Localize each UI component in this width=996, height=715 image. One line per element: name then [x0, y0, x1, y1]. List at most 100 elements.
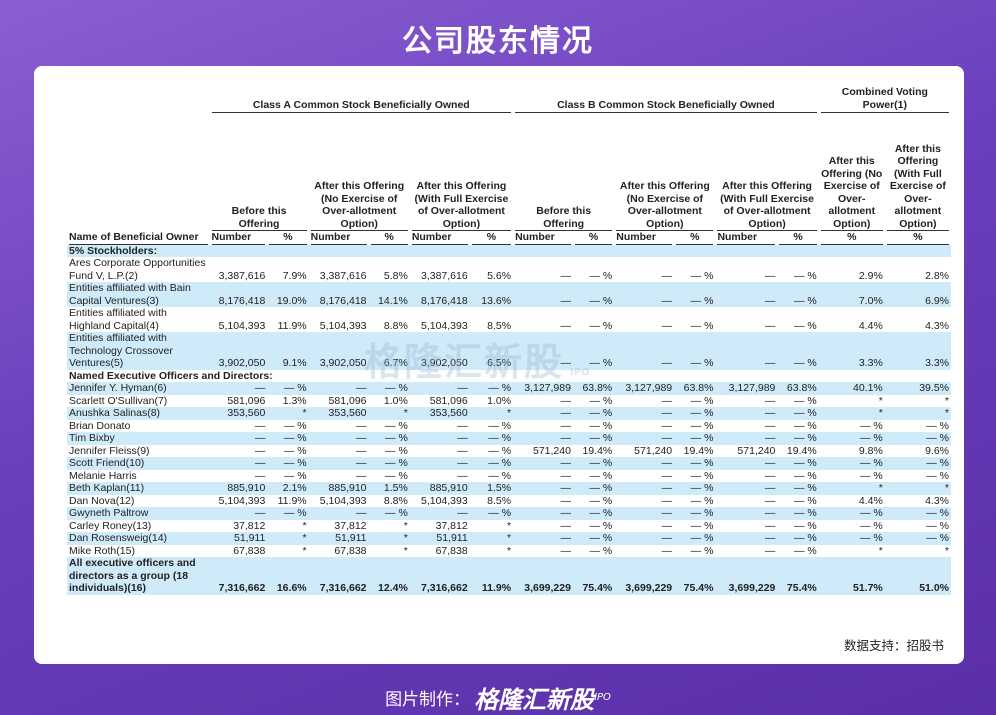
share-number: — [560, 469, 571, 482]
source-note: 数据支持：招股书 [843, 638, 944, 653]
share-percent: — % [589, 419, 613, 432]
number-header: Number [211, 231, 266, 245]
share-percent: * [403, 544, 408, 557]
share-percent: * [944, 544, 949, 557]
table-row: Jennifer Y. Hyman(6) — — % — — % — — % 3,127,98… [67, 382, 951, 395]
share-percent: — % [777, 282, 819, 307]
share-percent: 11.9% [277, 494, 307, 507]
percent-header: % [370, 231, 408, 245]
share-number: 67,838 [435, 544, 468, 557]
share-percent: — % [793, 394, 817, 407]
share-number: — [560, 419, 571, 432]
share-number: — [457, 469, 468, 482]
owner-name: Entities affiliated with Highland Capita… [69, 307, 167, 332]
table-body: 5% Stockholders: Ares Corporate Opportuni… [67, 244, 951, 595]
share-percent: * [878, 394, 883, 407]
share-percent: — % [572, 332, 615, 370]
share-number: — [715, 432, 778, 445]
share-percent: — % [283, 444, 307, 457]
share-number: — [764, 494, 776, 507]
share-percent: 9.8% [858, 444, 883, 457]
owner-name: Jennifer Y. Hyman(6) [67, 382, 210, 395]
share-number: 3,387,616 [420, 269, 468, 282]
share-percent: — % [793, 494, 817, 507]
share-percent: 2.1% [267, 482, 309, 495]
name-column-header: Name of Beneficial Owner [69, 231, 208, 245]
share-percent: 19.0% [267, 282, 309, 307]
share-number: 3,699,229 [614, 557, 675, 595]
share-percent: — % [488, 419, 512, 432]
share-percent: — % [674, 432, 716, 445]
share-number: — [513, 432, 573, 445]
share-percent: — % [589, 544, 613, 557]
percent-header: % [779, 231, 817, 245]
share-percent: — % [283, 469, 307, 482]
share-number: — [513, 532, 573, 545]
share-percent: 1.0% [487, 394, 512, 407]
share-percent: — % [572, 407, 615, 420]
share-percent: 9.1% [267, 332, 309, 370]
share-number: — [661, 519, 673, 532]
class-a-header: Class A Common Stock Beneficially Owned [211, 99, 512, 113]
share-number: 353,560 [308, 407, 369, 420]
owner-name: Brian Donato [69, 419, 131, 432]
share-percent: 63.8% [777, 382, 819, 395]
share-percent: — % [860, 419, 883, 432]
share-percent: * [944, 394, 949, 407]
share-number: 581,096 [227, 394, 266, 407]
share-number: — [209, 432, 268, 445]
share-percent: * [302, 544, 307, 557]
class-a-after-no-header: After this Offering (No Exercise of Over… [310, 180, 408, 231]
share-number: — [715, 532, 778, 545]
share-percent: — % [469, 457, 514, 470]
share-percent: — % [777, 432, 819, 445]
share-number: 3,902,050 [209, 332, 268, 370]
share-number: — [715, 507, 778, 520]
table-row: Gwyneth Paltrow — — % — — % — — % — — % — — % — — % —… [67, 507, 951, 520]
share-number: 571,240 [737, 444, 776, 457]
share-number: — [614, 507, 675, 520]
total-row: All executive officers and directors as … [67, 557, 951, 595]
table-row: Ares Corporate Opportunities Fund V, L.P… [67, 257, 951, 282]
share-number: 885,910 [209, 482, 268, 495]
share-percent: — % [488, 469, 512, 482]
share-percent: — % [267, 457, 309, 470]
share-percent: 1.5% [368, 482, 410, 495]
share-percent: * [506, 519, 512, 532]
share-number: — [356, 419, 367, 432]
share-number: — [513, 282, 573, 307]
share-percent: — % [385, 444, 408, 457]
share-percent: 7.0% [818, 282, 885, 307]
share-number: — [457, 419, 468, 432]
table-row: Dan Rosensweig(14) 51,911 * 51,911 * 51,911 * —… [67, 532, 951, 545]
share-number: 3,699,229 [513, 557, 573, 595]
share-percent: * [403, 519, 408, 532]
share-number: — [409, 457, 470, 470]
owner-name: 5% Stockholders: [67, 244, 951, 257]
watermark: 格隆汇新股 IPO [364, 340, 590, 384]
share-percent: 51.0% [884, 557, 951, 595]
share-number: — [356, 444, 367, 457]
share-number: 885,910 [308, 482, 369, 495]
share-percent: — % [793, 319, 817, 332]
share-percent: — % [488, 444, 512, 457]
table-row: Brian Donato — — % — — % — — % — — % — — % — — % — % —… [67, 420, 951, 433]
share-percent: — % [589, 494, 613, 507]
share-number: 37,812 [233, 519, 266, 532]
share-percent: — % [385, 469, 408, 482]
share-number: 5,104,393 [218, 319, 266, 332]
table-row: Mike Roth(15) 67,838 * 67,838 * 67,838 * — — % — —… [67, 545, 951, 558]
combined-voting-header: Combined Voting Power(1) [820, 86, 949, 113]
share-percent: — % [572, 482, 615, 495]
share-percent: — % [368, 432, 410, 445]
share-number: 3,387,616 [319, 269, 367, 282]
share-number: 8,176,418 [209, 282, 268, 307]
share-number: 7,316,662 [308, 557, 369, 595]
share-number: 3,387,616 [218, 269, 266, 282]
share-number: — [513, 457, 573, 470]
share-number: — [764, 519, 776, 532]
share-percent: * [302, 519, 307, 532]
share-percent: — % [572, 282, 615, 307]
share-percent: — % [674, 332, 716, 370]
share-number: 353,560 [409, 407, 470, 420]
